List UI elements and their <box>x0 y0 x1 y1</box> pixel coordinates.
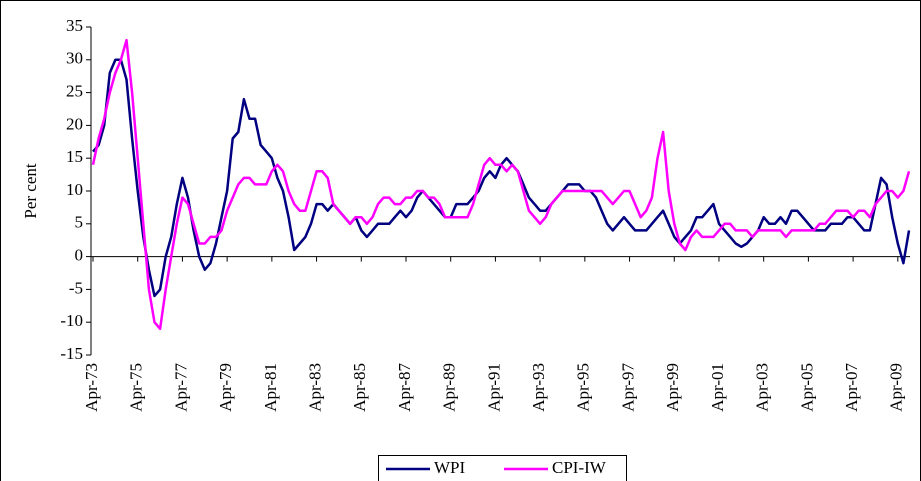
x-tick-label: Apr-09 <box>887 363 906 412</box>
y-tick-label: 15 <box>66 147 83 166</box>
x-tick-label: Apr-79 <box>216 363 235 412</box>
y-tick-label: 5 <box>75 213 84 232</box>
y-tick-label: 25 <box>66 82 83 101</box>
x-tick-label: Apr-75 <box>127 363 146 412</box>
x-tick-label: Apr-03 <box>753 363 772 412</box>
x-tick-label: Apr-77 <box>171 363 190 412</box>
line-series <box>91 38 911 331</box>
y-tick-label: 0 <box>75 246 84 265</box>
y-tick-label: 30 <box>66 49 83 68</box>
legend-label: WPI <box>434 458 466 477</box>
x-tick-label: Apr-89 <box>440 363 459 412</box>
x-tick-label: Apr-01 <box>708 363 727 412</box>
x-tick-label: Apr-07 <box>842 363 861 412</box>
x-tick-label: Apr-05 <box>797 363 816 412</box>
y-tick-label: -15 <box>60 344 83 363</box>
x-tick-label: Apr-93 <box>529 363 548 412</box>
y-tick-label: 10 <box>66 180 83 199</box>
x-tick-label: Apr-87 <box>395 363 414 412</box>
y-tick-label: 20 <box>66 114 83 133</box>
x-tick-label: Apr-83 <box>305 363 324 412</box>
x-tick-label: Apr-97 <box>618 363 637 412</box>
x-tick-label: Apr-95 <box>574 363 593 412</box>
y-tick-label: 35 <box>66 16 83 35</box>
y-tick-label: -5 <box>69 278 83 297</box>
x-tick-label: Apr-73 <box>82 363 101 412</box>
x-tick-label: Apr-81 <box>261 363 280 412</box>
x-tick-label: Apr-91 <box>484 363 503 412</box>
x-tick-label: Apr-85 <box>350 363 369 412</box>
y-axis-label: Per cent <box>21 163 40 219</box>
x-tick-label: Apr-99 <box>663 363 682 412</box>
y-tick-label: -10 <box>60 311 83 330</box>
legend-label: CPI-IW <box>552 458 607 477</box>
